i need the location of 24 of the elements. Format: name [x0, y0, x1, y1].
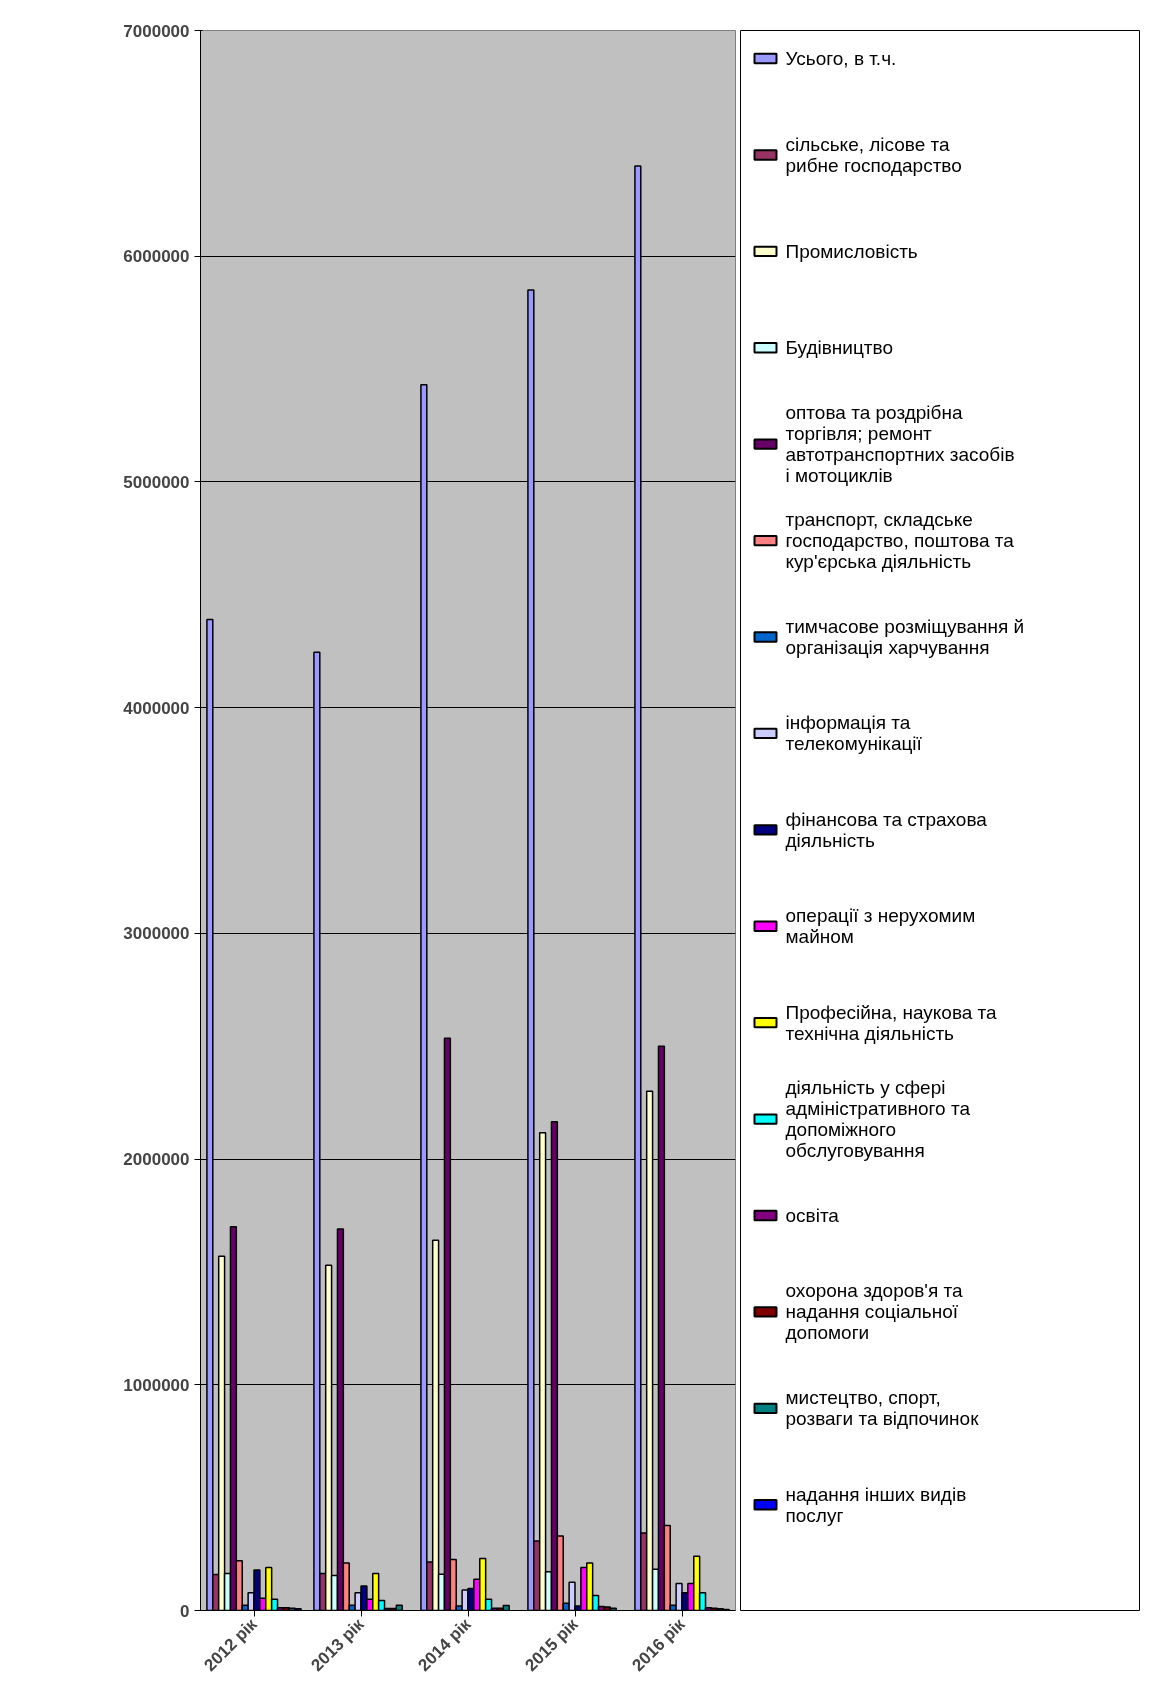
legend-label: сільське, лісове та рибне господарство — [785, 133, 962, 176]
legend-label: мистецтво, спорт, розваги та відпочинок — [785, 1387, 980, 1430]
legend-label: Будівництво — [785, 337, 893, 359]
y-tick-label: 1000000 — [123, 1375, 190, 1395]
legend-label: освіта — [785, 1205, 840, 1226]
legend-label: Усього, в т.ч. — [785, 48, 897, 70]
legend-label: діяльність у сфері адміністративного та допоміжного обслуговування — [785, 1077, 971, 1162]
legend-label: Професійна, наукова та технічна діяльність — [785, 1001, 998, 1044]
legend-label: тимчасове розміщування й організація харчування — [785, 616, 1025, 659]
y-tick-label: 0 — [180, 1601, 190, 1621]
legend-label: оптова та роздрібна торгівля; ремонт автотранспортних засобів і мотоциклів — [785, 402, 1015, 487]
legend-label: операції з нерухомим майном — [785, 905, 976, 948]
legend-label: інформація та телекомунікації — [785, 712, 923, 755]
y-tick-label: 4000000 — [123, 698, 190, 718]
y-tick-label: 7000000 — [123, 21, 190, 41]
legend-label: фінансова та страхова діяльність — [785, 808, 988, 851]
legend-label: надання інших видів послуг — [785, 1483, 967, 1526]
legend-label: Промисловість — [785, 240, 918, 262]
legend-label: транспорт, складське господарство, поштова та кур'єрська діяльність — [785, 509, 1015, 573]
y-tick-label: 6000000 — [123, 247, 190, 267]
y-tick-label: 3000000 — [123, 924, 190, 944]
y-tick-label: 2000000 — [123, 1150, 190, 1170]
legend-label: охорона здоров'я та надання соціальної допомоги — [785, 1280, 964, 1344]
y-tick-label: 5000000 — [123, 472, 190, 492]
